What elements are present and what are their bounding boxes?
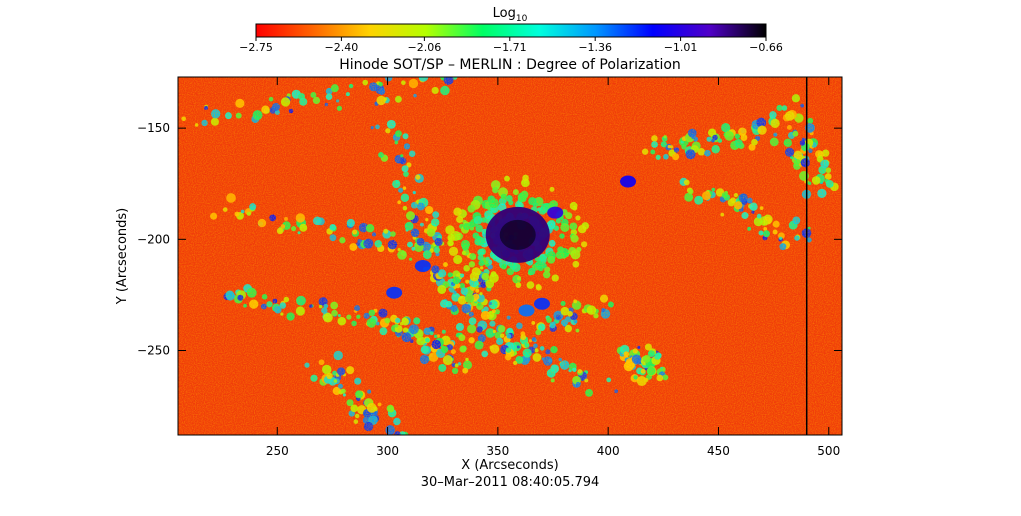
colorbar-tick-label: −1.36 bbox=[578, 41, 612, 54]
y-tick-label: −150 bbox=[137, 121, 170, 135]
x-tick-label: 500 bbox=[817, 444, 840, 458]
pore bbox=[414, 260, 431, 273]
x-tick-label: 400 bbox=[597, 444, 620, 458]
y-tick-label: −200 bbox=[137, 232, 170, 246]
colorbar-ticks: −2.75 −2.40 −2.06 −1.71 −1.36 −1.01 −0.66 bbox=[239, 37, 783, 54]
sunspot-core bbox=[499, 219, 536, 250]
heatmap-features bbox=[386, 175, 637, 317]
pore bbox=[547, 206, 564, 219]
x-tick-label: 250 bbox=[266, 444, 289, 458]
x-tick-label: 450 bbox=[707, 444, 730, 458]
x-axis-ticks: 250 300 350 400 450 500 bbox=[266, 77, 840, 458]
colorbar-tick-label: −2.75 bbox=[239, 41, 273, 54]
y-axis-ticks: −150 −200 −250 bbox=[137, 121, 842, 358]
x-tick-label: 300 bbox=[376, 444, 399, 458]
y-axis-label: Y (Arcseconds) bbox=[115, 208, 130, 305]
pore bbox=[533, 297, 550, 310]
colorbar-gradient bbox=[255, 23, 767, 38]
colorbar-tick-label: −2.06 bbox=[408, 41, 442, 54]
x-tick-label: 350 bbox=[486, 444, 509, 458]
colorbar-label: Log10 bbox=[493, 6, 528, 24]
y-tick-label: −250 bbox=[137, 344, 170, 358]
plot-area: 250 300 350 400 450 500 −150 −200 −250 bbox=[137, 76, 843, 458]
chart-title: Hinode SOT/SP – MERLIN : Degree of Polar… bbox=[339, 57, 681, 73]
colorbar-tick-label: −0.66 bbox=[749, 41, 783, 54]
colorbar-tick-label: −1.71 bbox=[493, 41, 527, 54]
colorbar-tick-label: −1.01 bbox=[664, 41, 698, 54]
x-axis-label: X (Arcseconds) bbox=[461, 458, 558, 473]
pore bbox=[620, 175, 637, 188]
plot-frame bbox=[177, 76, 843, 436]
colorbar-tick-label: −2.40 bbox=[325, 41, 359, 54]
pore bbox=[386, 286, 403, 299]
pore bbox=[518, 304, 535, 317]
timestamp-footer: 30–Mar–2011 08:40:05.794 bbox=[421, 475, 600, 490]
colorbar: Log10 −2.75 −2.40 −2.06 −1.71 −1.36 −1.01 −0.6… bbox=[239, 6, 783, 54]
